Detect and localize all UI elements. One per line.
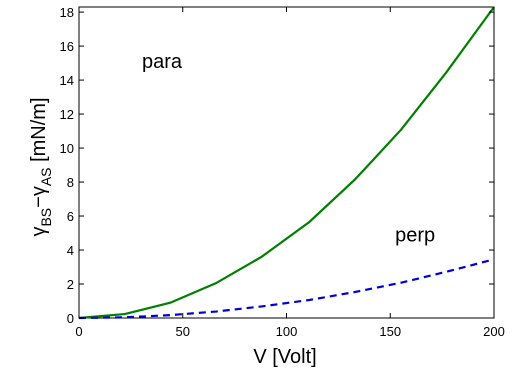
y-label-sub-as: AS (38, 167, 54, 186)
y-label-unit: [mN/m] (28, 97, 50, 167)
y-label-minus: − (28, 196, 50, 208)
y-label-sub-bs: BS (38, 208, 54, 227)
annotations: para perp (142, 51, 435, 246)
x-axis-label: V [Volt] (253, 346, 316, 368)
y-label-gamma-1: γ (28, 227, 50, 237)
annotation-perp: perp (395, 225, 435, 247)
y-tick-label: 8 (67, 175, 74, 190)
series-line-para (78, 6, 495, 320)
y-tick-label: 4 (67, 243, 74, 258)
x-tick-label: 150 (379, 324, 401, 339)
y-tick-label: 2 (67, 277, 74, 292)
y-axis-label: γBS−γAS [mN/m] (28, 97, 54, 236)
y-axis: 0 2 4 6 8 10 12 14 16 18 (60, 5, 494, 326)
x-tick-label: 0 (75, 324, 82, 339)
y-tick-label: 12 (60, 107, 74, 122)
x-tick-label: 100 (276, 324, 298, 339)
annotation-para: para (142, 51, 183, 73)
x-axis: 0 50 100 150 200 (75, 7, 505, 339)
y-tick-label: 10 (60, 141, 74, 156)
x-tick-label: 200 (483, 324, 505, 339)
y-tick-label: 18 (60, 5, 74, 20)
y-tick-label: 14 (60, 73, 74, 88)
y-label-gamma-2: γ (28, 186, 50, 196)
x-tick-label: 50 (176, 324, 190, 339)
y-tick-label: 6 (67, 209, 74, 224)
y-tick-label: 0 (67, 311, 74, 326)
series-line-perp (78, 258, 495, 320)
y-tick-label: 16 (60, 39, 74, 54)
